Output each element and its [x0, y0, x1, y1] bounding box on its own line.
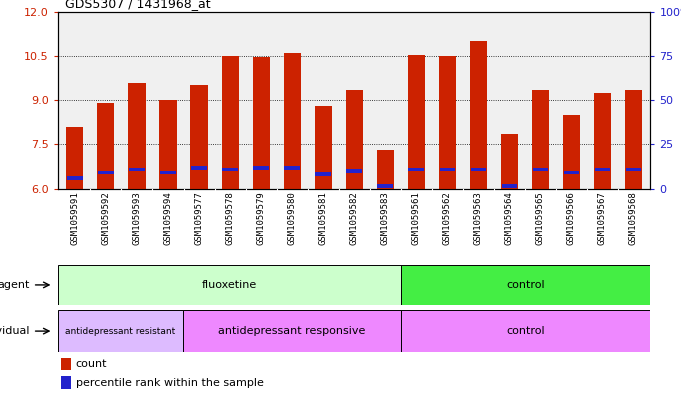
- Bar: [283, 53, 300, 189]
- Bar: [409, 167, 424, 171]
- Bar: [159, 100, 176, 189]
- Bar: [595, 167, 610, 171]
- Bar: [345, 90, 363, 189]
- Bar: [221, 56, 238, 189]
- Bar: [315, 172, 331, 176]
- Text: GSM1059594: GSM1059594: [163, 191, 172, 244]
- Bar: [191, 85, 208, 189]
- Bar: [61, 358, 71, 370]
- Bar: [439, 56, 456, 189]
- Bar: [67, 127, 84, 189]
- Bar: [183, 310, 401, 352]
- Text: fluoxetine: fluoxetine: [202, 280, 257, 290]
- Text: GSM1059564: GSM1059564: [505, 191, 513, 244]
- Bar: [253, 166, 269, 170]
- Bar: [470, 41, 487, 189]
- Bar: [253, 57, 270, 189]
- Bar: [129, 167, 144, 171]
- Bar: [129, 83, 146, 189]
- Text: GSM1059578: GSM1059578: [225, 191, 234, 244]
- Bar: [58, 265, 401, 305]
- Text: GSM1059579: GSM1059579: [257, 191, 266, 244]
- Text: GSM1059561: GSM1059561: [411, 191, 421, 244]
- Bar: [98, 171, 114, 174]
- Bar: [58, 310, 183, 352]
- Text: GSM1059566: GSM1059566: [567, 191, 575, 244]
- Bar: [408, 55, 425, 189]
- Bar: [97, 103, 114, 189]
- Text: GSM1059580: GSM1059580: [287, 191, 297, 244]
- Bar: [594, 93, 611, 189]
- Bar: [401, 310, 650, 352]
- Text: GSM1059562: GSM1059562: [443, 191, 452, 244]
- Bar: [564, 171, 579, 174]
- Text: percentile rank within the sample: percentile rank within the sample: [76, 378, 264, 388]
- Bar: [563, 115, 580, 189]
- Text: control: control: [506, 280, 545, 290]
- Bar: [626, 167, 641, 171]
- Bar: [377, 150, 394, 189]
- Text: GSM1059593: GSM1059593: [133, 191, 142, 244]
- Bar: [624, 90, 642, 189]
- Bar: [347, 169, 362, 173]
- Text: count: count: [76, 359, 108, 369]
- Text: GSM1059581: GSM1059581: [319, 191, 328, 244]
- Text: GSM1059568: GSM1059568: [629, 191, 638, 244]
- Bar: [315, 106, 332, 189]
- Text: antidepressant responsive: antidepressant responsive: [218, 326, 366, 336]
- Text: GSM1059583: GSM1059583: [381, 191, 390, 244]
- Text: GSM1059577: GSM1059577: [195, 191, 204, 244]
- Bar: [471, 167, 486, 171]
- Text: GSM1059565: GSM1059565: [536, 191, 545, 244]
- Text: GDS5307 / 1431968_at: GDS5307 / 1431968_at: [65, 0, 210, 10]
- Bar: [532, 90, 549, 189]
- Bar: [191, 166, 207, 170]
- Bar: [223, 167, 238, 171]
- Text: individual: individual: [0, 326, 30, 336]
- Text: GSM1059563: GSM1059563: [474, 191, 483, 244]
- Bar: [377, 184, 393, 187]
- Bar: [501, 184, 517, 187]
- Bar: [285, 166, 300, 170]
- Bar: [160, 171, 176, 174]
- Text: GSM1059591: GSM1059591: [70, 191, 80, 244]
- Text: agent: agent: [0, 280, 30, 290]
- Text: GSM1059582: GSM1059582: [349, 191, 359, 244]
- Bar: [401, 265, 650, 305]
- Bar: [501, 134, 518, 189]
- Text: control: control: [506, 326, 545, 336]
- Bar: [67, 176, 82, 180]
- Bar: [439, 167, 455, 171]
- Text: GSM1059567: GSM1059567: [598, 191, 607, 244]
- Text: antidepressant resistant: antidepressant resistant: [65, 327, 176, 336]
- Bar: [533, 167, 548, 171]
- Text: GSM1059592: GSM1059592: [101, 191, 110, 244]
- Bar: [61, 376, 71, 389]
